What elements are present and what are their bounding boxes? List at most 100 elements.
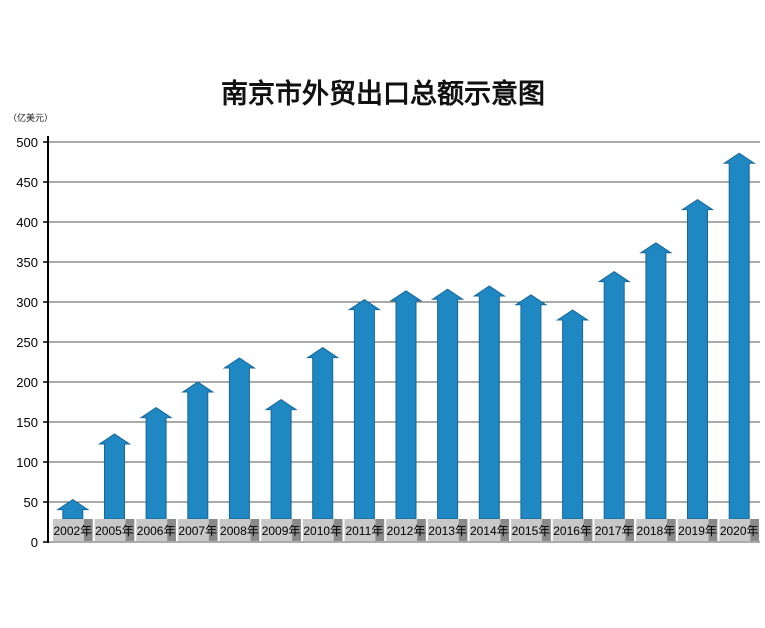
category-label-bg	[719, 519, 759, 541]
category-label-bg	[136, 519, 176, 541]
category-label-shade	[83, 519, 93, 541]
category-label-box: 2018年	[636, 519, 676, 541]
bar-2010年	[306, 346, 340, 520]
bar-2009年	[264, 398, 298, 520]
bar-2020年	[722, 152, 756, 520]
y-tick-label: 400	[16, 215, 38, 230]
category-label: 2011年	[345, 524, 383, 538]
category-label-bg	[427, 519, 468, 541]
category-label-box: 2005年	[94, 519, 135, 541]
category-label-box: 2006年	[136, 519, 176, 541]
category-label-bg	[261, 519, 301, 541]
category-label: 2012年	[387, 524, 426, 538]
y-tick-label: 450	[16, 175, 38, 190]
category-label-shade	[583, 519, 593, 541]
y-tick-label: 500	[16, 135, 38, 150]
category-label: 2016年	[553, 524, 592, 538]
category-label-shade	[750, 519, 759, 541]
y-tick-label: 350	[16, 255, 38, 270]
category-label: 2005年	[95, 524, 134, 538]
bar-2017年	[597, 270, 631, 520]
category-label-shade	[625, 519, 635, 541]
category-label-shade	[375, 519, 385, 541]
category-label: 2007年	[178, 524, 217, 538]
y-tick-label: 0	[31, 535, 38, 550]
category-label-shade	[208, 519, 218, 541]
category-label: 2018年	[637, 524, 676, 538]
category-label-box: 2002年	[53, 519, 93, 541]
category-label-bg	[469, 519, 510, 541]
bar-2015年	[514, 294, 548, 520]
category-label-bg	[302, 519, 343, 541]
category-label-box: 2015年	[511, 519, 551, 541]
category-label-shade	[167, 519, 176, 541]
bar-2006年	[139, 406, 173, 520]
y-tick-label: 250	[16, 335, 38, 350]
category-label-box: 2016年	[552, 519, 593, 541]
chart-title: 南京市外贸出口总额示意图	[221, 78, 545, 110]
category-label-box: 2007年	[177, 519, 218, 541]
category-label: 2002年	[53, 524, 92, 538]
category-label-bg	[677, 519, 718, 541]
category-label-bg	[594, 519, 635, 541]
category-label-shade	[125, 519, 135, 541]
category-label-shade	[250, 519, 260, 541]
category-label: 2006年	[137, 524, 176, 538]
category-label-shade	[417, 519, 426, 541]
y-axis-unit-label: （亿美元）	[8, 112, 53, 124]
category-label-shade	[708, 519, 718, 541]
category-label-bg	[53, 519, 93, 541]
bars	[56, 152, 756, 520]
bar-2008年	[222, 357, 257, 520]
category-label: 2017年	[595, 524, 634, 538]
y-tick-label: 200	[16, 375, 38, 390]
bar-2016年	[555, 309, 590, 520]
category-label: 2010年	[303, 524, 342, 538]
category-label: 2014年	[470, 524, 509, 538]
category-label: 2009年	[262, 524, 301, 538]
bar-2018年	[639, 242, 673, 520]
bar-2019年	[680, 198, 715, 520]
category-label-shade	[333, 519, 343, 541]
y-ticks: 0 50 100 150 200 250 300 350 400 450 500	[16, 135, 48, 550]
category-label-shade	[542, 519, 551, 541]
category-label-bg	[344, 519, 385, 541]
category-label-box: 2019年	[677, 519, 718, 541]
bar-2002年	[56, 498, 90, 520]
category-label-box: 2011年	[344, 519, 385, 541]
category-label: 2008年	[220, 524, 259, 538]
category-label-shade	[666, 519, 676, 541]
category-label-bg	[219, 519, 260, 541]
category-label: 2020年	[720, 524, 759, 538]
bar-2011年	[347, 298, 382, 520]
category-label-box: 2013年	[427, 519, 468, 541]
category-label-box: 2014年	[469, 519, 510, 541]
category-label-shade	[292, 519, 301, 541]
category-labels: 2002年 2005年 2006年 2007年 2008年 2009年 2010年 2011年…	[53, 519, 759, 541]
y-tick-label: 50	[24, 495, 38, 510]
bar-2007年	[181, 381, 215, 520]
category-label-box: 2008年	[219, 519, 260, 541]
category-label: 2019年	[678, 524, 717, 538]
y-tick-label: 100	[16, 455, 38, 470]
category-label-bg	[636, 519, 676, 541]
category-label: 2015年	[512, 524, 551, 538]
category-label-shade	[500, 519, 510, 541]
category-label-bg	[552, 519, 593, 541]
bar-2005年	[97, 433, 132, 520]
category-label-bg	[511, 519, 551, 541]
category-label-box: 2010年	[302, 519, 343, 541]
category-label-box: 2017年	[594, 519, 635, 541]
category-label-box: 2012年	[386, 519, 426, 541]
category-label-bg	[386, 519, 426, 541]
category-label-box: 2009年	[261, 519, 301, 541]
category-label-shade	[458, 519, 468, 541]
y-tick-label: 150	[16, 415, 38, 430]
bar-2012年	[389, 290, 423, 520]
y-tick-label: 300	[16, 295, 38, 310]
category-label-box: 2020年	[719, 519, 759, 541]
bar-2014年	[472, 285, 506, 520]
bar-2013年	[430, 288, 465, 520]
category-label: 2013年	[428, 524, 467, 538]
